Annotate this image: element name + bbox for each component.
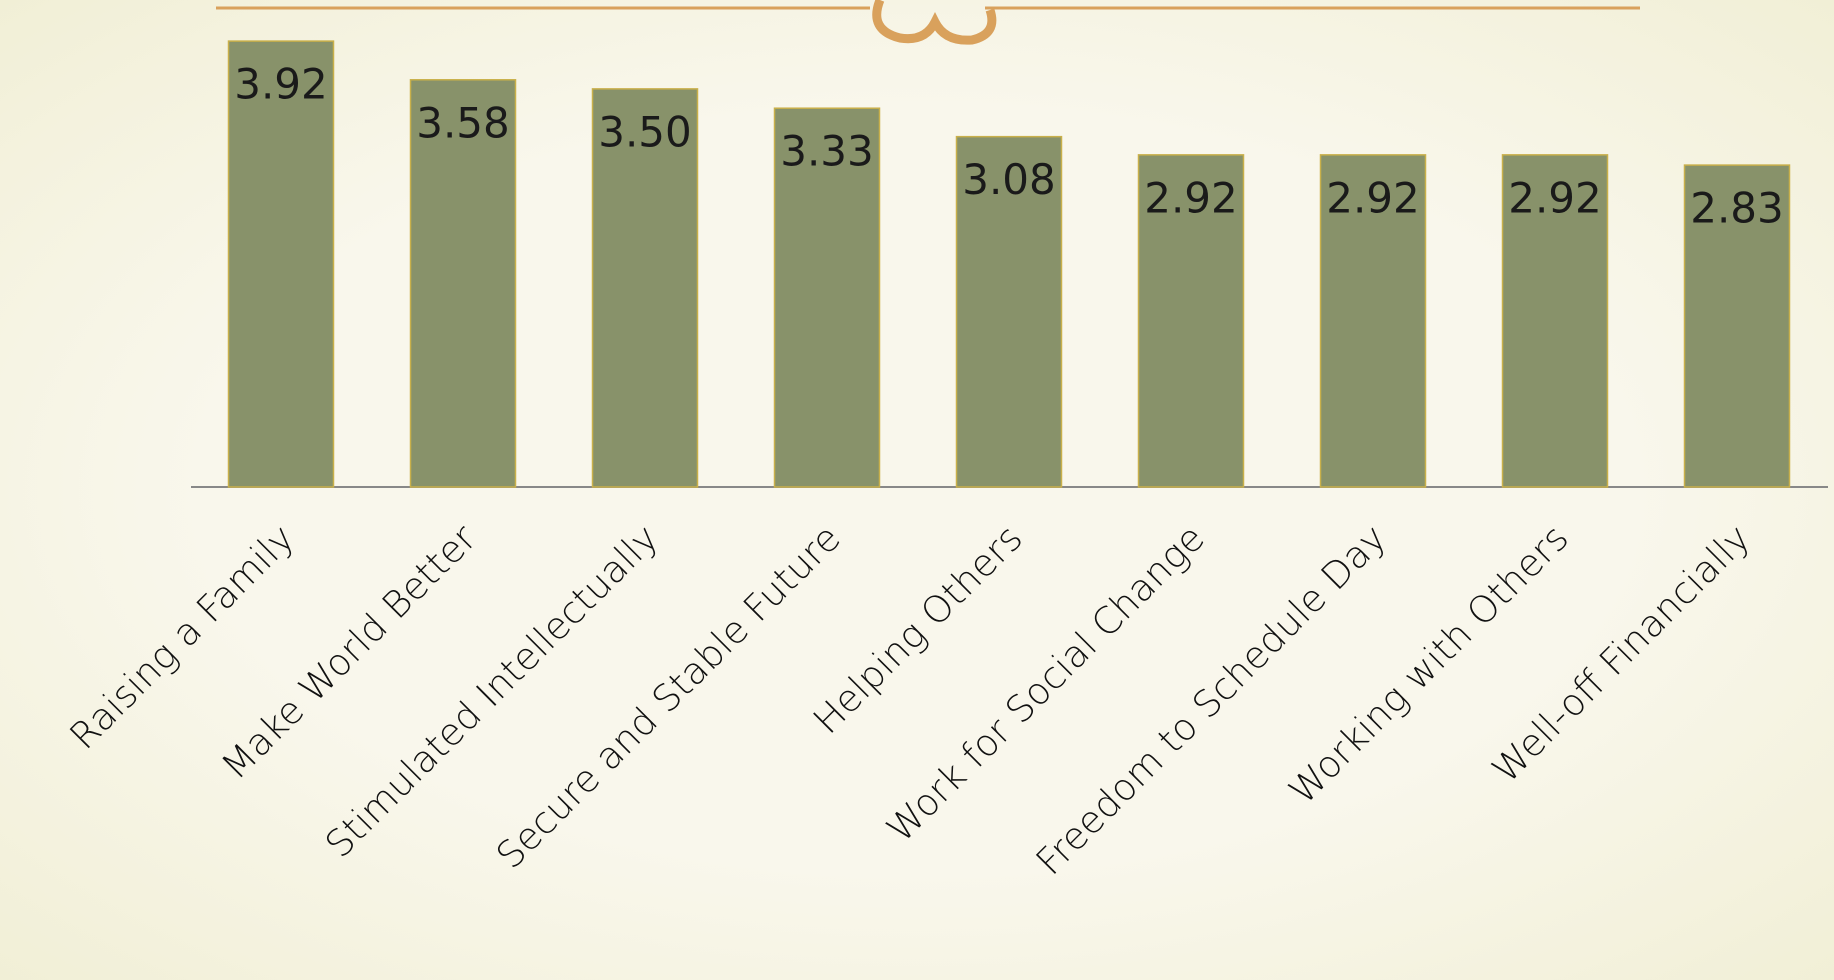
ornament — [216, 0, 1640, 40]
chart: 3.92Raising a Family3.58Make World Bette… — [0, 0, 1834, 980]
x-tick-label: Secure and Stable Future — [488, 516, 849, 877]
value-label: 3.92 — [234, 60, 328, 109]
x-tick-label: Work for Social Change — [878, 516, 1212, 850]
x-tick-label: Freedom to Schedule Day — [1028, 516, 1395, 883]
value-label: 2.83 — [1690, 184, 1784, 233]
value-label: 2.92 — [1508, 173, 1602, 222]
value-label: 3.58 — [416, 98, 510, 147]
x-tick-label: Stimulated Intellectually — [317, 516, 667, 866]
value-label: 3.50 — [598, 107, 692, 156]
value-label: 3.08 — [962, 155, 1056, 204]
value-label: 3.33 — [780, 127, 874, 176]
value-label: 2.92 — [1326, 173, 1420, 222]
value-label: 2.92 — [1144, 173, 1238, 222]
